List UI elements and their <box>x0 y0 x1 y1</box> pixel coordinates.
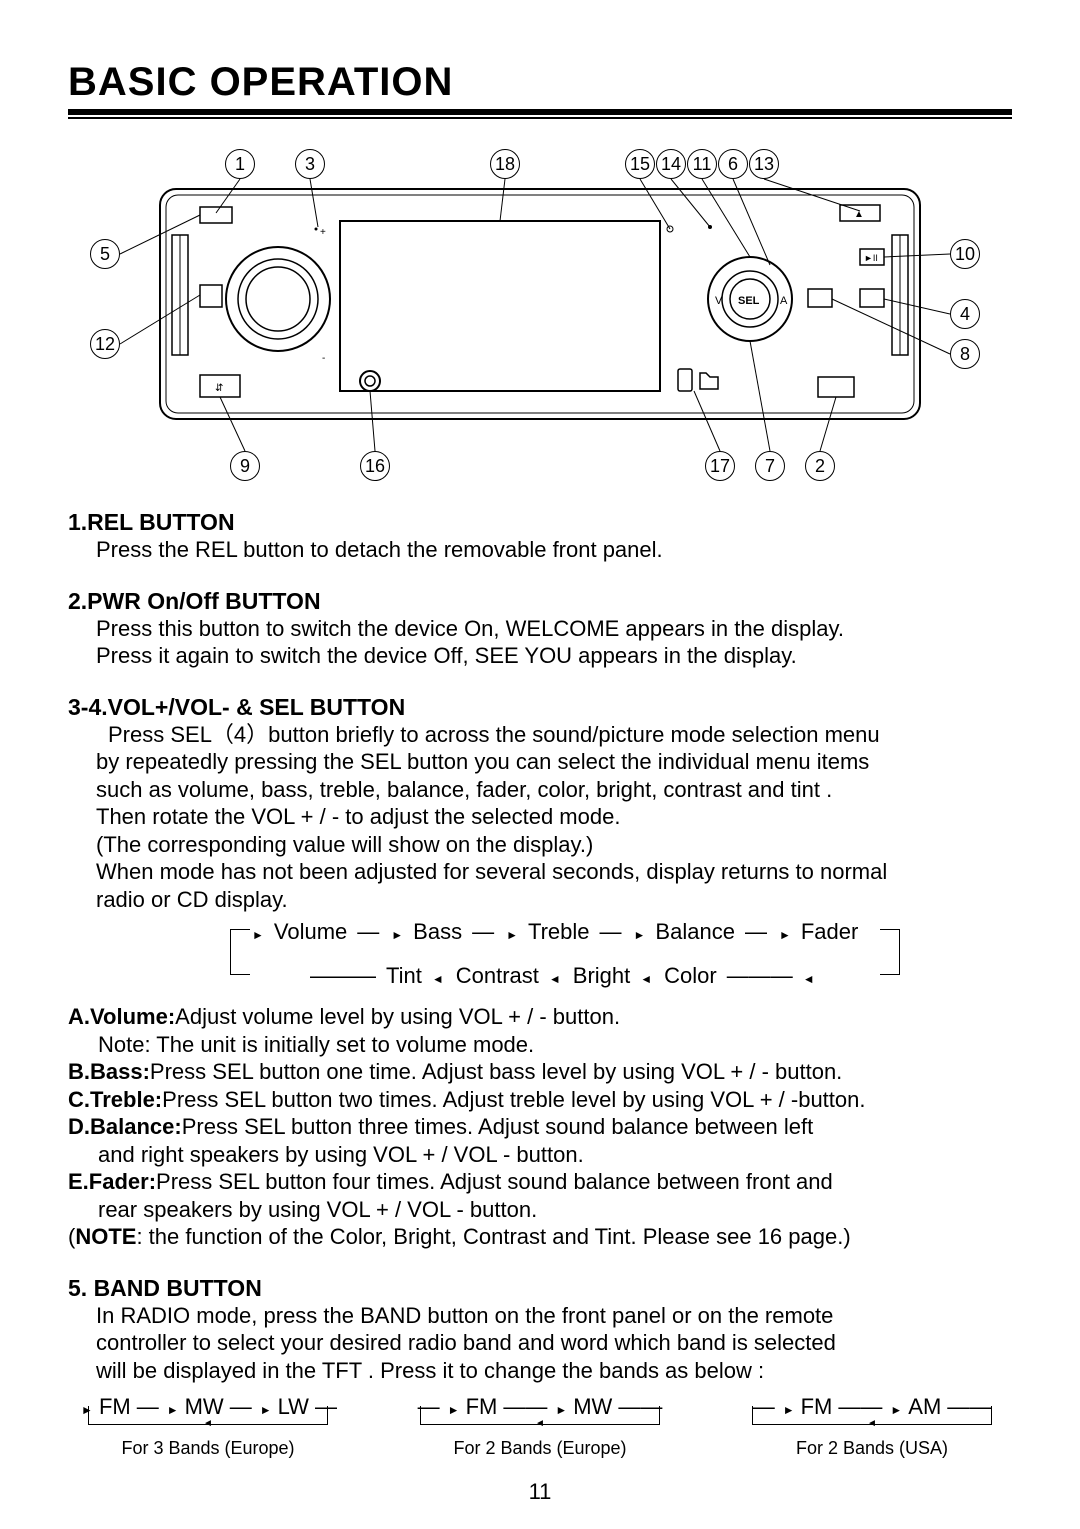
section-34-p5: (The corresponding value will show on th… <box>96 831 1012 859</box>
d-text1: Press SEL button three times. Adjust sou… <box>182 1114 813 1139</box>
section-5-p3: will be displayed in the TFT . Press it … <box>96 1357 1012 1385</box>
b-text: Press SEL button one time. Adjust bass l… <box>150 1059 842 1084</box>
section-1-title: 1.REL BUTTON <box>68 509 1012 536</box>
chain2-0: Tint <box>386 963 422 989</box>
band2-1: AM <box>908 1394 941 1420</box>
section-34-title: 3-4.VOL+/VOL- & SEL BUTTON <box>68 694 1012 721</box>
band-block-0: ◄ FM —MW —LW — For 3 Bands (Europe) <box>68 1394 348 1459</box>
svg-text:V: V <box>715 295 723 307</box>
band0-1: MW <box>185 1394 224 1420</box>
c-text: Press SEL button two times. Adjust trebl… <box>162 1087 865 1112</box>
c-label: C.Treble: <box>68 1087 162 1112</box>
section-34-p7: radio or CD display. <box>96 886 1012 914</box>
chain2-3: Color <box>664 963 717 989</box>
chain2-1: Contrast <box>456 963 539 989</box>
callout-14: 14 <box>656 149 686 179</box>
band-caption-2: For 2 Bands (USA) <box>732 1438 1012 1459</box>
band-caption-0: For 3 Bands (Europe) <box>68 1438 348 1459</box>
band-block-2: ◄ —FM ——AM —— For 2 Bands (USA) <box>732 1394 1012 1459</box>
chain1-2: Treble <box>528 919 590 945</box>
callout-18: 18 <box>490 149 520 179</box>
callout-2: 2 <box>805 451 835 481</box>
callout-6: 6 <box>718 149 748 179</box>
section-2-title: 2.PWR On/Off BUTTON <box>68 588 1012 615</box>
e-label: E.Fader: <box>68 1169 156 1194</box>
callout-10: 10 <box>950 239 980 269</box>
section-5-title: 5. BAND BUTTON <box>68 1275 1012 1302</box>
sel-flow-chain: Volume —Bass —Treble —Balance —Fader ———… <box>190 919 890 993</box>
band-flows: ◄ FM —MW —LW — For 3 Bands (Europe) ◄ —F… <box>68 1394 1012 1459</box>
svg-text:►II: ►II <box>864 253 878 263</box>
callout-3: 3 <box>295 149 325 179</box>
band2-0: FM <box>801 1394 833 1420</box>
section-34-p6: When mode has not been adjusted for seve… <box>96 858 1012 886</box>
note-label: NOTE <box>75 1224 136 1249</box>
e-text2: rear speakers by using VOL + / VOL - but… <box>98 1196 1012 1224</box>
band0-2: LW <box>278 1394 309 1420</box>
callout-5: 5 <box>90 239 120 269</box>
callout-1: 1 <box>225 149 255 179</box>
device-svg: + - SEL V A ⇵ ▲ ►II <box>70 149 1010 489</box>
d-label: D.Balance: <box>68 1114 182 1139</box>
callout-8: 8 <box>950 339 980 369</box>
chain1-1: Bass <box>413 919 462 945</box>
chain1-0: Volume <box>274 919 347 945</box>
band1-1: MW <box>573 1394 612 1420</box>
section-34-p2: by repeatedly pressing the SEL button yo… <box>96 748 1012 776</box>
band-block-1: ◄ —FM ——MW —— For 2 Bands (Europe) <box>400 1394 680 1459</box>
svg-text:⇵: ⇵ <box>215 383 223 394</box>
page-title: BASIC OPERATION <box>68 60 1012 115</box>
band1-0: FM <box>466 1394 498 1420</box>
section-5-p1: In RADIO mode, press the BAND button on … <box>96 1302 1012 1330</box>
callout-17: 17 <box>705 451 735 481</box>
title-underline <box>68 117 1012 119</box>
sel-label: SEL <box>738 295 760 307</box>
callout-11: 11 <box>687 149 717 179</box>
section-34-p3: such as volume, bass, treble, balance, f… <box>96 776 1012 804</box>
d-text2: and right speakers by using VOL + / VOL … <box>98 1141 1012 1169</box>
callout-9: 9 <box>230 451 260 481</box>
callout-12: 12 <box>90 329 120 359</box>
chain1-4: Fader <box>801 919 858 945</box>
section-34-p1: Press SEL（4）button briefly to across the… <box>108 721 1012 749</box>
section-2-body2: Press it again to switch the device Off,… <box>96 642 1012 670</box>
section-2-body1: Press this button to switch the device O… <box>96 615 1012 643</box>
callout-4: 4 <box>950 299 980 329</box>
section-5-p2: controller to select your desired radio … <box>96 1329 1012 1357</box>
section-1-body: Press the REL button to detach the remov… <box>96 536 1012 564</box>
device-diagram-container: + - SEL V A ⇵ ▲ ►II <box>68 149 1012 489</box>
e-text1: Press SEL button four times. Adjust soun… <box>156 1169 833 1194</box>
callout-15: 15 <box>625 149 655 179</box>
chain2-2: Bright <box>573 963 630 989</box>
page-number: 11 <box>0 1479 1080 1505</box>
callout-16: 16 <box>360 451 390 481</box>
note-text: : the function of the Color, Bright, Con… <box>136 1224 850 1249</box>
svg-text:+: + <box>320 227 326 238</box>
callout-13: 13 <box>749 149 779 179</box>
a-text: Adjust volume level by using VOL + / - b… <box>175 1004 620 1029</box>
lettered-list: A.Volume:Adjust volume level by using VO… <box>68 1003 1012 1251</box>
a-label: A.Volume: <box>68 1004 175 1029</box>
chain1-3: Balance <box>655 919 735 945</box>
callout-7: 7 <box>755 451 785 481</box>
b-label: B.Bass: <box>68 1059 150 1084</box>
band-caption-1: For 2 Bands (Europe) <box>400 1438 680 1459</box>
svg-text:A: A <box>780 295 788 307</box>
a-note: Note: The unit is initially set to volum… <box>98 1031 1012 1059</box>
device-diagram: + - SEL V A ⇵ ▲ ►II <box>70 149 1010 489</box>
band0-0: FM <box>99 1394 131 1420</box>
svg-text:-: - <box>322 353 325 364</box>
section-34-p4: Then rotate the VOL + / - to adjust the … <box>96 803 1012 831</box>
